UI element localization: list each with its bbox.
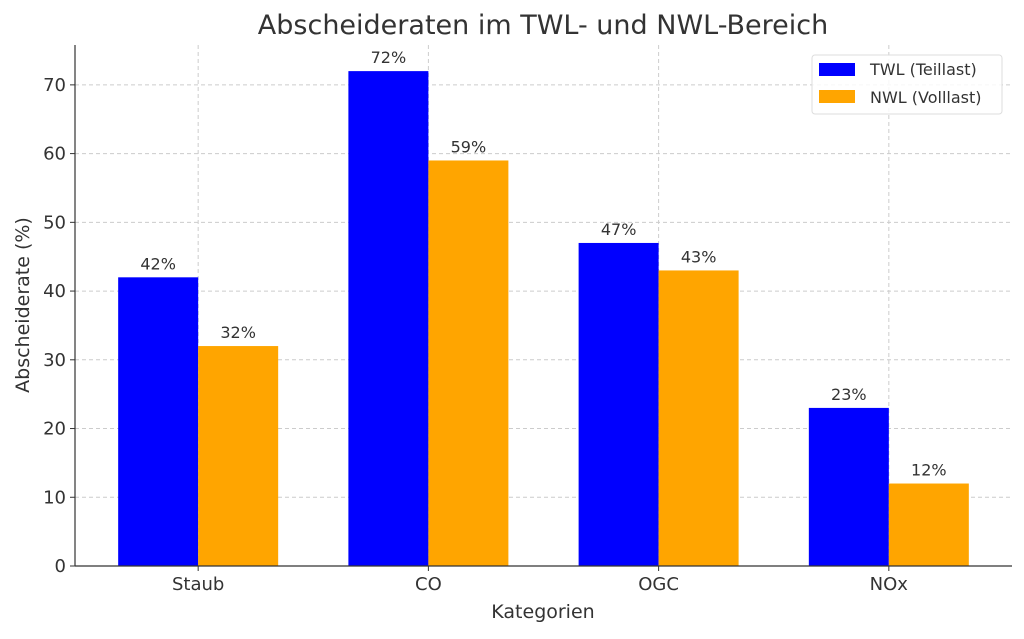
legend-swatch-nwl [819, 90, 855, 103]
bars [118, 71, 969, 566]
bar-nox-nwl [888, 483, 969, 566]
bar-co-twl [348, 71, 429, 566]
y-tick-label: 70 [43, 75, 66, 96]
data-label: 32% [220, 323, 256, 342]
bar-co-nwl [428, 160, 509, 566]
data-label: 12% [911, 461, 947, 480]
y-tick-label: 60 [43, 144, 66, 165]
y-tick-label: 20 [43, 419, 66, 440]
y-tick-label: 50 [43, 212, 66, 233]
legend-swatch-twl [819, 63, 855, 76]
data-labels: 42% 72% 47% 23% 32% 59% 43% 12% [140, 48, 946, 479]
bar-nox-twl [808, 407, 889, 566]
data-label: 43% [681, 247, 717, 266]
chart-title: Abscheideraten im TWL- und NWL-Bereich [258, 10, 828, 41]
bar-ogc-twl [578, 242, 659, 566]
data-label: 72% [371, 48, 407, 67]
data-label: 47% [601, 220, 637, 239]
legend-label-nwl: NWL (Volllast) [870, 88, 982, 107]
x-tick-label: NOx [870, 574, 909, 595]
bar-staub-nwl [198, 346, 279, 566]
y-tick-label: 40 [43, 281, 66, 302]
data-label: 42% [140, 254, 176, 273]
legend: TWL (Teillast) NWL (Volllast) [811, 54, 1003, 115]
y-axis-label: Abscheiderate (%) [12, 217, 34, 393]
legend-label-twl: TWL (Teillast) [869, 60, 977, 79]
data-label: 23% [831, 385, 867, 404]
y-tick-label: 30 [43, 350, 66, 371]
x-tick-label: Staub [172, 574, 224, 595]
x-tick-label: OGC [638, 574, 679, 595]
x-axis-label: Kategorien [491, 601, 594, 623]
axes: 0 10 20 30 40 50 60 70 Staub CO OGC NOx [43, 45, 1012, 595]
bar-staub-twl [118, 277, 199, 566]
x-tick-label: CO [415, 574, 442, 595]
data-label: 59% [451, 137, 487, 156]
bar-ogc-nwl [658, 270, 739, 566]
y-tick-label: 10 [43, 487, 66, 508]
legend-box [811, 54, 1003, 115]
y-tick-label: 0 [55, 556, 66, 577]
